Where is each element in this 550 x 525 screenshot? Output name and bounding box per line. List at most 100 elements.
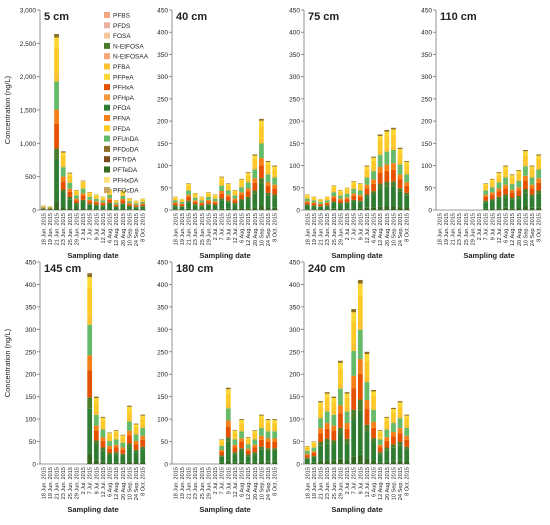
bar-segment [246, 173, 251, 175]
bar-segment [391, 206, 396, 210]
bar-segment [41, 206, 46, 207]
bar-segment [266, 196, 271, 208]
bar-segment [497, 173, 502, 175]
bar-segment [510, 177, 515, 182]
bar-segment [127, 461, 132, 464]
bar-segment [239, 208, 244, 210]
bar-segment [305, 459, 310, 463]
x-tick-label: 2 Jul. 2015 [81, 467, 87, 494]
bar-segment [94, 397, 99, 398]
bar-segment [233, 452, 238, 454]
bar-segment [497, 197, 502, 199]
bar-segment [391, 432, 396, 436]
bar-segment [391, 409, 396, 412]
bar-segment [371, 191, 376, 194]
bar-segment [226, 184, 231, 186]
bar-segment [199, 200, 204, 202]
bar-segment [398, 428, 403, 433]
bar-segment [345, 199, 350, 202]
bar-segment [54, 34, 59, 38]
bar-segment [81, 183, 86, 187]
x-tick-label: 25 Jun. 2015 [464, 213, 470, 245]
bar-segment [305, 205, 310, 209]
bar-segment [391, 437, 396, 445]
x-tick-label: 18 Jun. 2015 [173, 467, 179, 499]
bar-segment [305, 455, 310, 458]
y-tick-label: 150 [157, 141, 168, 148]
bar-segment [398, 207, 403, 210]
bar-segment [114, 201, 119, 202]
bar-segment [516, 181, 521, 187]
bar-segment [331, 192, 336, 196]
bar-segment [305, 447, 310, 450]
bar-segment [371, 171, 376, 180]
bar-segment [503, 175, 508, 177]
bar-segment [378, 448, 383, 453]
bar-segment [120, 203, 125, 204]
bar-segment [134, 201, 139, 202]
bar-segment [325, 423, 330, 429]
bar-segment [226, 460, 231, 464]
panel-title: 240 cm [308, 263, 346, 275]
bar-segment [114, 454, 119, 462]
bar-segment [331, 191, 336, 192]
bar-segment [345, 443, 350, 460]
bar-segment [371, 391, 376, 395]
x-tick-label: 7 Jul. 2015 [484, 213, 490, 240]
x-tick-label: 12 Jul. 2015 [101, 467, 107, 497]
bar-segment [259, 415, 264, 416]
bar-segment [371, 168, 376, 171]
y-tick-label: 200 [289, 119, 300, 126]
bar-segment [67, 189, 72, 192]
bar-segment [338, 363, 343, 369]
bar-segment [239, 192, 244, 194]
x-tick-label: 12 Aug. 2015 [510, 213, 516, 246]
bar-segment [305, 454, 310, 455]
bar-segment [384, 130, 389, 132]
bar-segment [127, 203, 132, 204]
bar-segment [371, 184, 376, 191]
x-tick-label: 18 Jun. 2015 [41, 467, 47, 499]
legend-label: FOSA [113, 33, 131, 40]
bar-segment [134, 435, 139, 441]
bar-segment [259, 139, 264, 144]
x-tick-label: 12 Jul. 2015 [365, 467, 371, 497]
x-tick-label: 20 Aug. 2015 [253, 213, 259, 246]
bar-segment [272, 188, 277, 194]
bar-segment [331, 209, 336, 210]
legend-swatch [104, 84, 110, 90]
bar-segment [378, 167, 383, 173]
bar-segment [266, 462, 271, 464]
bar-segment [246, 451, 251, 455]
bar-segment [536, 156, 541, 159]
y-tick-label: 400 [289, 30, 300, 37]
bar-segment [252, 433, 257, 438]
bar-segment [530, 185, 535, 189]
x-tick-label: 25 Jun. 2015 [332, 213, 338, 245]
bar-segment [239, 429, 244, 431]
bar-segment [74, 195, 79, 198]
x-tick-label: 6 Aug. 2015 [108, 467, 114, 497]
bar-segment [371, 396, 376, 406]
bar-segment [41, 207, 46, 208]
bar-segment [226, 201, 231, 203]
bar-segment [523, 151, 528, 155]
x-tick-label: 10 Sep. 2015 [127, 467, 133, 500]
bar-segment [219, 194, 224, 199]
y-tick-label: 50 [425, 185, 433, 192]
x-tick-label: 25 Jun. 2015 [200, 213, 206, 245]
bar-segment [318, 446, 323, 461]
bar-segment [246, 438, 251, 440]
bar-segment [272, 169, 277, 175]
bar-segment [272, 451, 277, 462]
bar-segment [134, 450, 139, 452]
x-tick-label: 12 Aug. 2015 [378, 467, 384, 500]
bar-segment [331, 444, 336, 460]
bar-segment [345, 439, 350, 443]
bar-segment [365, 194, 370, 197]
bar-segment [358, 320, 363, 329]
bar-segment [94, 398, 99, 402]
